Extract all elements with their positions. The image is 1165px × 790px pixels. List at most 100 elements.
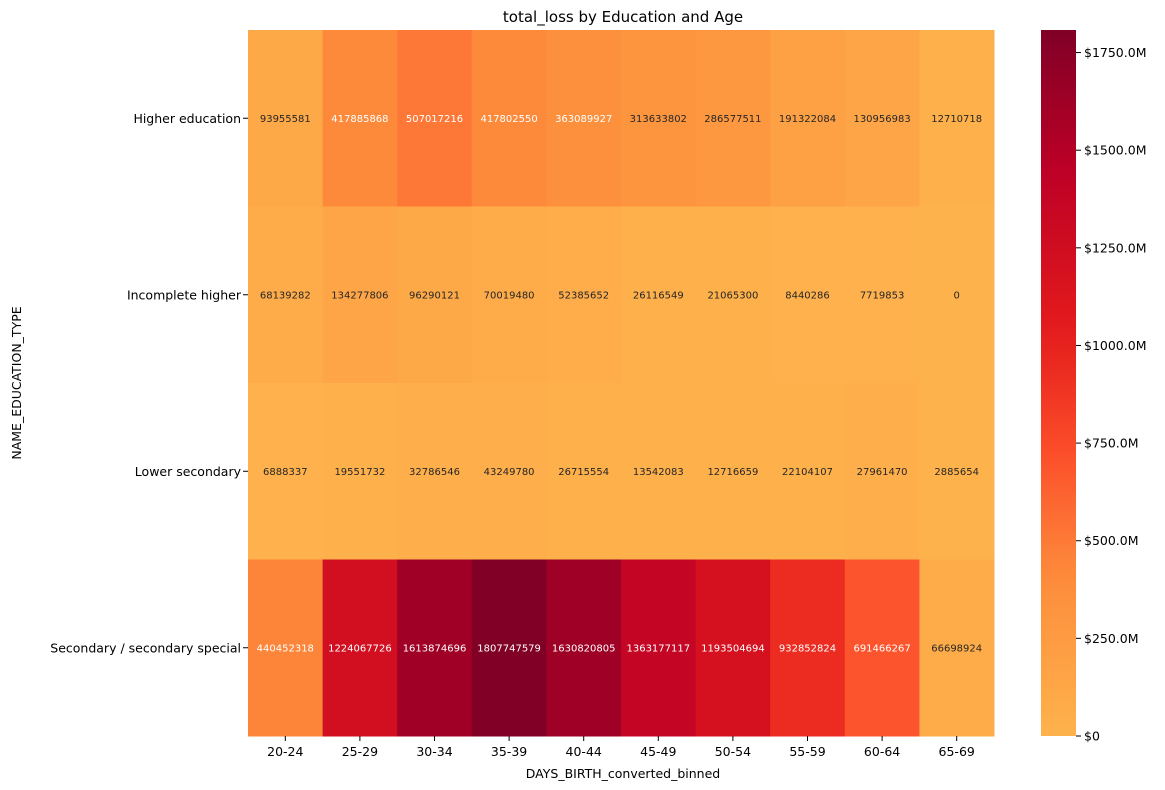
- y-tick-label: Higher education: [133, 111, 241, 126]
- cell-value-label: 191322084: [779, 114, 836, 125]
- chart-title: total_loss by Education and Age: [503, 8, 743, 27]
- heatmap-cell: [546, 383, 622, 560]
- heatmap-cell: [919, 383, 995, 560]
- x-tick-label: 20-24: [267, 744, 303, 759]
- cell-value-label: 19551732: [334, 467, 385, 478]
- x-axis: 20-24 25-29 30-34 35-39 40-44 45-49 50-54 55-59…: [267, 736, 975, 759]
- heatmap-cell: [546, 30, 622, 207]
- y-axis: Higher education Incomplete higher Lower s…: [50, 111, 248, 655]
- colorbar: [1041, 30, 1076, 736]
- heatmap-cell: [621, 30, 697, 207]
- cell-value-label: 134277806: [331, 290, 388, 301]
- cell-value-label: 96290121: [409, 290, 460, 301]
- y-tick-label: Incomplete higher: [127, 287, 242, 302]
- cell-value-label: 70019480: [484, 290, 535, 301]
- colorbar-tick-label: $500.0M: [1084, 533, 1139, 548]
- heatmap-cell: [471, 30, 547, 207]
- colorbar-tick-label: $1500.0M: [1084, 143, 1146, 158]
- cell-value-label: 32786546: [409, 467, 460, 478]
- heatmap-cell: [248, 206, 324, 384]
- heatmap-cell: [471, 206, 547, 384]
- x-tick-label: 40-44: [566, 744, 602, 759]
- cell-value-label: 417802550: [480, 114, 537, 125]
- cell-value-label: 130956983: [853, 114, 910, 125]
- cell-value-label: 1807747579: [477, 643, 541, 654]
- heatmap-cell: [397, 30, 473, 207]
- heatmap-cell: [248, 559, 324, 737]
- cell-value-label: 93955581: [260, 114, 311, 125]
- cell-value-label: 1224067726: [328, 643, 392, 654]
- cell-value-label: 1363177117: [626, 643, 690, 654]
- heatmap-cell: [621, 206, 697, 384]
- y-axis-label: NAME_EDUCATION_TYPE: [9, 306, 24, 459]
- heatmap-cell: [770, 30, 846, 207]
- heatmap-cell: [397, 383, 473, 560]
- colorbar-tick-label: $1750.0M: [1084, 45, 1146, 60]
- heatmap-cell: [844, 30, 920, 207]
- cell-value-label: 6888337: [263, 467, 308, 478]
- cell-value-label: 27961470: [857, 467, 908, 478]
- cell-value-label: 286577511: [704, 114, 761, 125]
- heatmap-cell: [770, 559, 846, 737]
- cell-value-label: 12710718: [931, 114, 982, 125]
- heatmap-cell: [621, 559, 697, 737]
- x-tick-label: 30-34: [416, 744, 452, 759]
- cell-value-label: 22104107: [782, 467, 833, 478]
- heatmap-cell: [770, 383, 846, 560]
- heatmap-cell: [919, 559, 995, 737]
- heatmap-cell: [770, 206, 846, 384]
- x-tick-label: 55-59: [789, 744, 825, 759]
- heatmap-cell: [322, 206, 398, 384]
- heatmap-cells: 93955581 417885868 507017216 417802550 36308…: [248, 30, 995, 737]
- cell-value-label: 440452318: [257, 643, 314, 654]
- cell-value-label: 52385652: [558, 290, 609, 301]
- cell-value-label: 1630820805: [552, 643, 616, 654]
- cell-value-label: 932852824: [779, 643, 836, 654]
- cell-value-label: 1613874696: [403, 643, 467, 654]
- colorbar-tick-label: $1250.0M: [1084, 240, 1146, 255]
- cell-value-label: 2885654: [934, 467, 979, 478]
- cell-value-label: 12716659: [707, 467, 758, 478]
- cell-value-label: 26116549: [633, 290, 684, 301]
- x-tick-label: 45-49: [640, 744, 676, 759]
- heatmap-cell: [695, 30, 771, 207]
- cell-value-label: 8440286: [785, 290, 830, 301]
- x-tick-label: 25-29: [342, 744, 378, 759]
- colorbar-tick-label: $1000.0M: [1084, 338, 1146, 353]
- heatmap-cell: [844, 383, 920, 560]
- heatmap-cell: [546, 559, 622, 737]
- heatmap-cell: [844, 206, 920, 384]
- colorbar-ticks: $0 $250.0M $500.0M $750.0M $1000.0M $1250.0M $…: [1076, 45, 1146, 744]
- cell-value-label: 363089927: [555, 114, 612, 125]
- cell-value-label: 66698924: [931, 643, 982, 654]
- y-tick-label: Lower secondary: [135, 464, 242, 479]
- cell-value-label: 0: [954, 290, 960, 301]
- x-tick-label: 50-54: [715, 744, 751, 759]
- heatmap-cell: [322, 30, 398, 207]
- heatmap-cell: [695, 383, 771, 560]
- heatmap-cell: [621, 383, 697, 560]
- heatmap-cell: [322, 383, 398, 560]
- y-tick-label: Secondary / secondary special: [50, 640, 241, 655]
- cell-value-label: 691466267: [853, 643, 910, 654]
- colorbar-tick-label: $250.0M: [1084, 631, 1139, 646]
- heatmap-cell: [322, 559, 398, 737]
- cell-value-label: 21065300: [707, 290, 758, 301]
- heatmap-cell: [546, 206, 622, 384]
- heatmap-cell: [695, 559, 771, 737]
- heatmap-cell: [919, 30, 995, 207]
- heatmap-cell: [248, 383, 324, 560]
- cell-value-label: 43249780: [484, 467, 535, 478]
- cell-value-label: 507017216: [406, 114, 463, 125]
- cell-value-label: 1193504694: [701, 643, 765, 654]
- x-tick-label: 35-39: [491, 744, 527, 759]
- cell-value-label: 7719853: [860, 290, 905, 301]
- colorbar-tick-label: $0: [1084, 729, 1100, 744]
- cell-value-label: 26715554: [558, 467, 609, 478]
- heatmap-cell: [397, 559, 473, 737]
- heatmap-cell: [471, 383, 547, 560]
- heatmap-cell: [919, 206, 995, 384]
- heatmap-cell: [695, 206, 771, 384]
- x-axis-label: DAYS_BIRTH_converted_binned: [526, 766, 720, 781]
